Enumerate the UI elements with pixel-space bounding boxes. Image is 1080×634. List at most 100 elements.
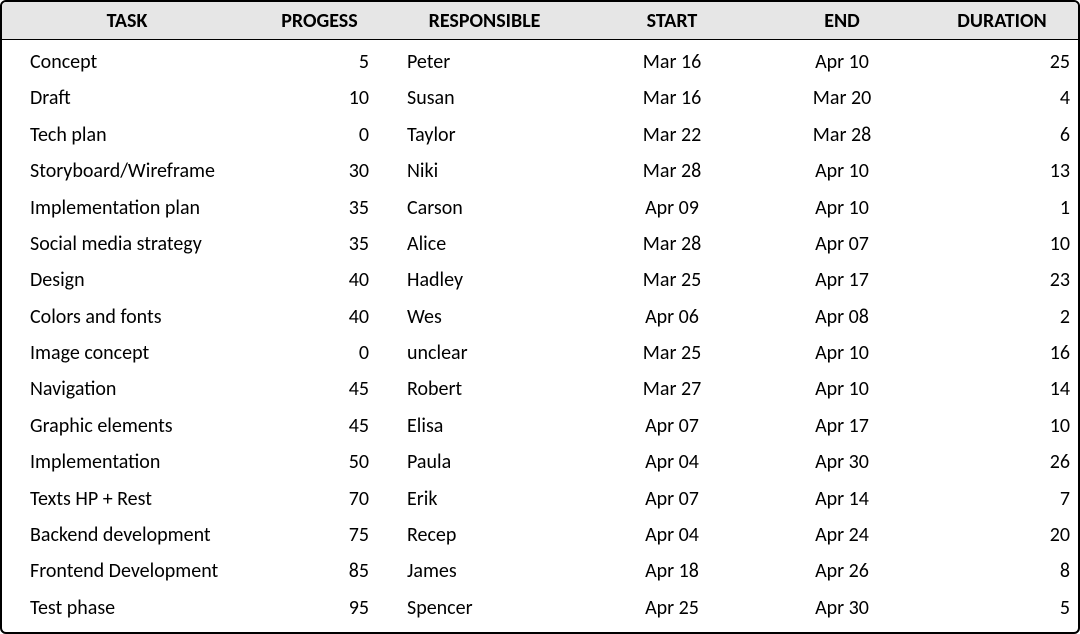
cell-end: Apr 10 (762, 40, 922, 81)
cell-start: Apr 18 (582, 553, 762, 589)
cell-task: Design (2, 262, 252, 298)
table-row: Test phase95SpencerApr 25Apr 305 (2, 589, 1080, 631)
cell-duration: 20 (922, 517, 1080, 553)
cell-duration: 16 (922, 335, 1080, 371)
table-row: Backend development75RecepApr 04Apr 2420 (2, 517, 1080, 553)
cell-start: Mar 22 (582, 117, 762, 153)
cell-duration: 7 (922, 480, 1080, 516)
cell-start: Mar 16 (582, 80, 762, 116)
table-row: Texts HP + Rest70ErikApr 07Apr 147 (2, 480, 1080, 516)
cell-progress: 95 (252, 589, 387, 631)
col-header-end: END (762, 2, 922, 40)
cell-end: Apr 24 (762, 517, 922, 553)
cell-end: Apr 30 (762, 444, 922, 480)
cell-end: Apr 10 (762, 371, 922, 407)
cell-responsible: Recep (387, 517, 582, 553)
cell-responsible: Elisa (387, 408, 582, 444)
cell-task: Tech plan (2, 117, 252, 153)
cell-duration: 14 (922, 371, 1080, 407)
cell-end: Apr 14 (762, 480, 922, 516)
table-row: Design40HadleyMar 25Apr 1723 (2, 262, 1080, 298)
cell-duration: 6 (922, 117, 1080, 153)
cell-end: Apr 10 (762, 189, 922, 225)
cell-responsible: Hadley (387, 262, 582, 298)
cell-responsible: Erik (387, 480, 582, 516)
cell-progress: 40 (252, 262, 387, 298)
cell-responsible: James (387, 553, 582, 589)
cell-task: Implementation (2, 444, 252, 480)
cell-progress: 85 (252, 553, 387, 589)
table-row: Navigation45RobertMar 27Apr 1014 (2, 371, 1080, 407)
cell-end: Mar 20 (762, 80, 922, 116)
cell-progress: 40 (252, 298, 387, 334)
col-header-responsible: RESPONSIBLE (387, 2, 582, 40)
cell-responsible: Paula (387, 444, 582, 480)
cell-responsible: Niki (387, 153, 582, 189)
cell-start: Mar 25 (582, 262, 762, 298)
cell-task: Backend development (2, 517, 252, 553)
cell-duration: 10 (922, 408, 1080, 444)
cell-duration: 5 (922, 589, 1080, 631)
cell-duration: 13 (922, 153, 1080, 189)
cell-duration: 25 (922, 40, 1080, 81)
cell-end: Mar 28 (762, 117, 922, 153)
cell-start: Apr 25 (582, 589, 762, 631)
table-row: Implementation50PaulaApr 04Apr 3026 (2, 444, 1080, 480)
cell-start: Apr 04 (582, 444, 762, 480)
cell-start: Apr 07 (582, 480, 762, 516)
cell-start: Mar 28 (582, 153, 762, 189)
cell-start: Apr 07 (582, 408, 762, 444)
cell-duration: 2 (922, 298, 1080, 334)
cell-responsible: Peter (387, 40, 582, 81)
cell-duration: 23 (922, 262, 1080, 298)
cell-progress: 30 (252, 153, 387, 189)
table-row: Colors and fonts40WesApr 06Apr 082 (2, 298, 1080, 334)
cell-end: Apr 10 (762, 335, 922, 371)
cell-progress: 35 (252, 189, 387, 225)
cell-task: Colors and fonts (2, 298, 252, 334)
table-header-row: TASK PROGESS RESPONSIBLE START END DURAT… (2, 2, 1080, 40)
table-row: Frontend Development85JamesApr 18Apr 268 (2, 553, 1080, 589)
cell-progress: 0 (252, 335, 387, 371)
cell-task: Texts HP + Rest (2, 480, 252, 516)
table-row: Social media strategy35AliceMar 28Apr 07… (2, 226, 1080, 262)
cell-task: Frontend Development (2, 553, 252, 589)
table-row: Tech plan0TaylorMar 22Mar 286 (2, 117, 1080, 153)
table-row: Concept5PeterMar 16Apr 1025 (2, 40, 1080, 81)
cell-task: Image concept (2, 335, 252, 371)
cell-progress: 5 (252, 40, 387, 81)
table-row: Storyboard/Wireframe30NikiMar 28Apr 1013 (2, 153, 1080, 189)
project-table-wrapper: TASK PROGESS RESPONSIBLE START END DURAT… (0, 0, 1080, 634)
col-header-start: START (582, 2, 762, 40)
cell-duration: 1 (922, 189, 1080, 225)
cell-task: Graphic elements (2, 408, 252, 444)
cell-progress: 75 (252, 517, 387, 553)
cell-responsible: Carson (387, 189, 582, 225)
cell-task: Navigation (2, 371, 252, 407)
cell-responsible: unclear (387, 335, 582, 371)
cell-start: Apr 06 (582, 298, 762, 334)
table-body: Concept5PeterMar 16Apr 1025Draft10SusanM… (2, 40, 1080, 632)
cell-end: Apr 08 (762, 298, 922, 334)
col-header-task: TASK (2, 2, 252, 40)
cell-task: Concept (2, 40, 252, 81)
cell-task: Draft (2, 80, 252, 116)
cell-end: Apr 17 (762, 408, 922, 444)
cell-duration: 26 (922, 444, 1080, 480)
cell-responsible: Susan (387, 80, 582, 116)
cell-start: Mar 28 (582, 226, 762, 262)
cell-start: Mar 25 (582, 335, 762, 371)
table-row: Draft10SusanMar 16Mar 204 (2, 80, 1080, 116)
cell-start: Mar 16 (582, 40, 762, 81)
cell-progress: 50 (252, 444, 387, 480)
cell-duration: 10 (922, 226, 1080, 262)
cell-progress: 45 (252, 371, 387, 407)
cell-end: Apr 26 (762, 553, 922, 589)
cell-duration: 8 (922, 553, 1080, 589)
cell-responsible: Robert (387, 371, 582, 407)
table-row: Image concept0unclearMar 25Apr 1016 (2, 335, 1080, 371)
cell-progress: 45 (252, 408, 387, 444)
cell-end: Apr 07 (762, 226, 922, 262)
cell-task: Social media strategy (2, 226, 252, 262)
cell-responsible: Wes (387, 298, 582, 334)
